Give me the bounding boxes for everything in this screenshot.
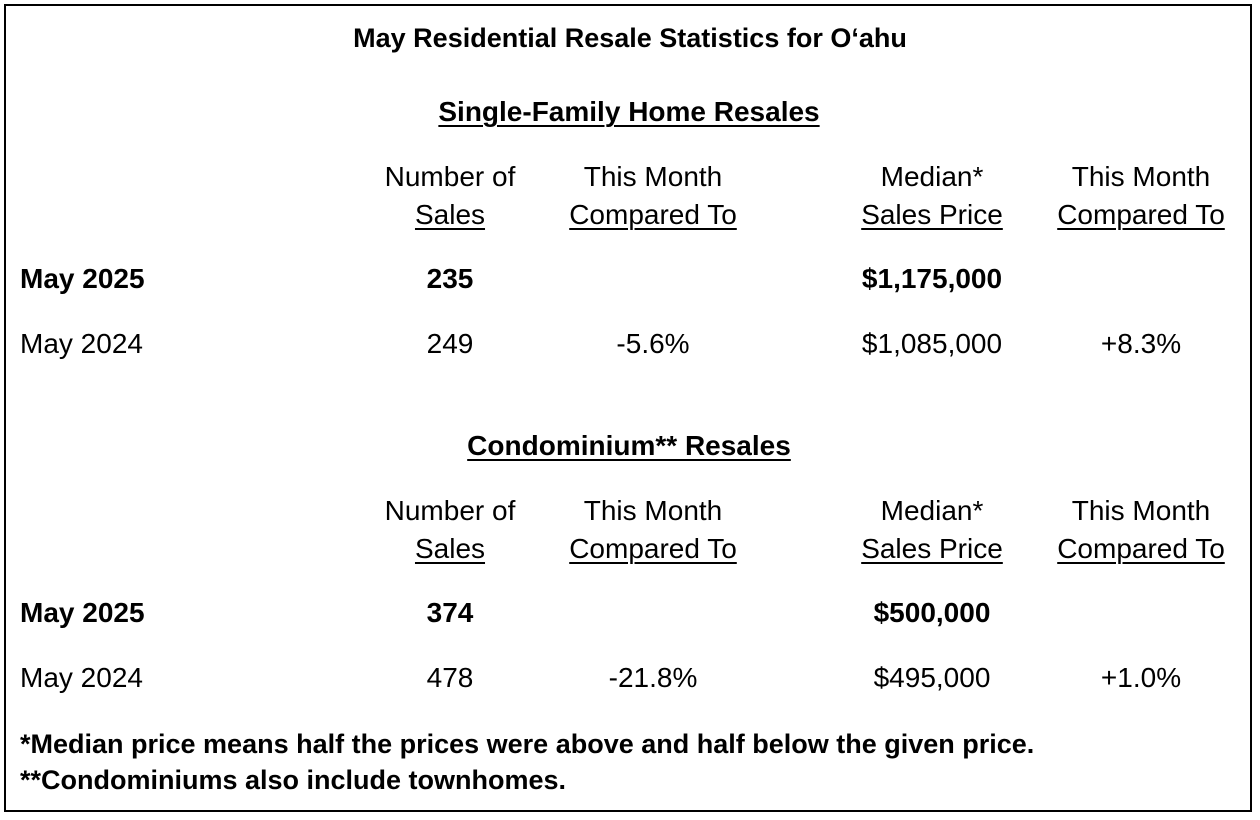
row-price-current: $1,175,000: [861, 263, 1003, 294]
row-sales-change: -21.8%: [608, 662, 698, 693]
row-price-current: $500,000: [873, 597, 991, 628]
header-sales-line2: Sales: [414, 199, 486, 230]
header-compare2-line2: Compared To: [1057, 533, 1225, 564]
header-compare2-line2: Compared To: [1057, 199, 1225, 230]
page-title: May Residential Resale Statistics for O‘…: [353, 23, 907, 53]
header-compare1-line1: This Month: [583, 495, 723, 526]
header-price-line1: Median*: [880, 495, 984, 526]
header-sales-line1: Number of: [384, 495, 516, 526]
header-sales-line2: Sales: [414, 533, 486, 564]
header-price-line1: Median*: [880, 161, 984, 192]
row-sales-current: 235: [426, 263, 474, 294]
section-heading-condominium: Condominium** Resales: [467, 430, 791, 461]
header-compare2-line1: This Month: [1071, 495, 1211, 526]
row-label-current: May 2025: [20, 597, 145, 628]
header-price-line2: Sales Price: [861, 199, 1003, 230]
row-price-prior: $1,085,000: [861, 328, 1003, 359]
row-label-current: May 2025: [20, 263, 145, 294]
row-sales-prior: 249: [426, 328, 474, 359]
row-sales-prior: 478: [426, 662, 474, 693]
header-sales-line1: Number of: [384, 161, 516, 192]
row-price-prior: $495,000: [873, 662, 991, 693]
header-compare1-line2: Compared To: [569, 533, 737, 564]
footnote-median: *Median price means half the prices were…: [20, 729, 1035, 759]
row-label-prior: May 2024: [20, 328, 143, 359]
row-price-change: +1.0%: [1100, 662, 1182, 693]
row-sales-change: -5.6%: [616, 328, 690, 359]
row-label-prior: May 2024: [20, 662, 143, 693]
header-compare1-line2: Compared To: [569, 199, 737, 230]
header-compare2-line1: This Month: [1071, 161, 1211, 192]
row-sales-current: 374: [426, 597, 474, 628]
header-compare1-line1: This Month: [583, 161, 723, 192]
section-heading-single-family: Single-Family Home Resales: [438, 96, 820, 127]
header-price-line2: Sales Price: [861, 533, 1003, 564]
row-price-change: +8.3%: [1100, 328, 1182, 359]
footnote-condominium: **Condominiums also include townhomes.: [20, 765, 567, 795]
document-frame: [4, 4, 1252, 812]
